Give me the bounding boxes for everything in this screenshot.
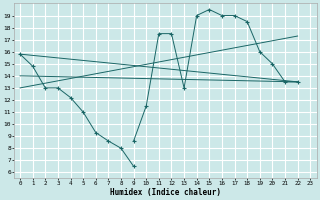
- X-axis label: Humidex (Indice chaleur): Humidex (Indice chaleur): [110, 188, 220, 197]
